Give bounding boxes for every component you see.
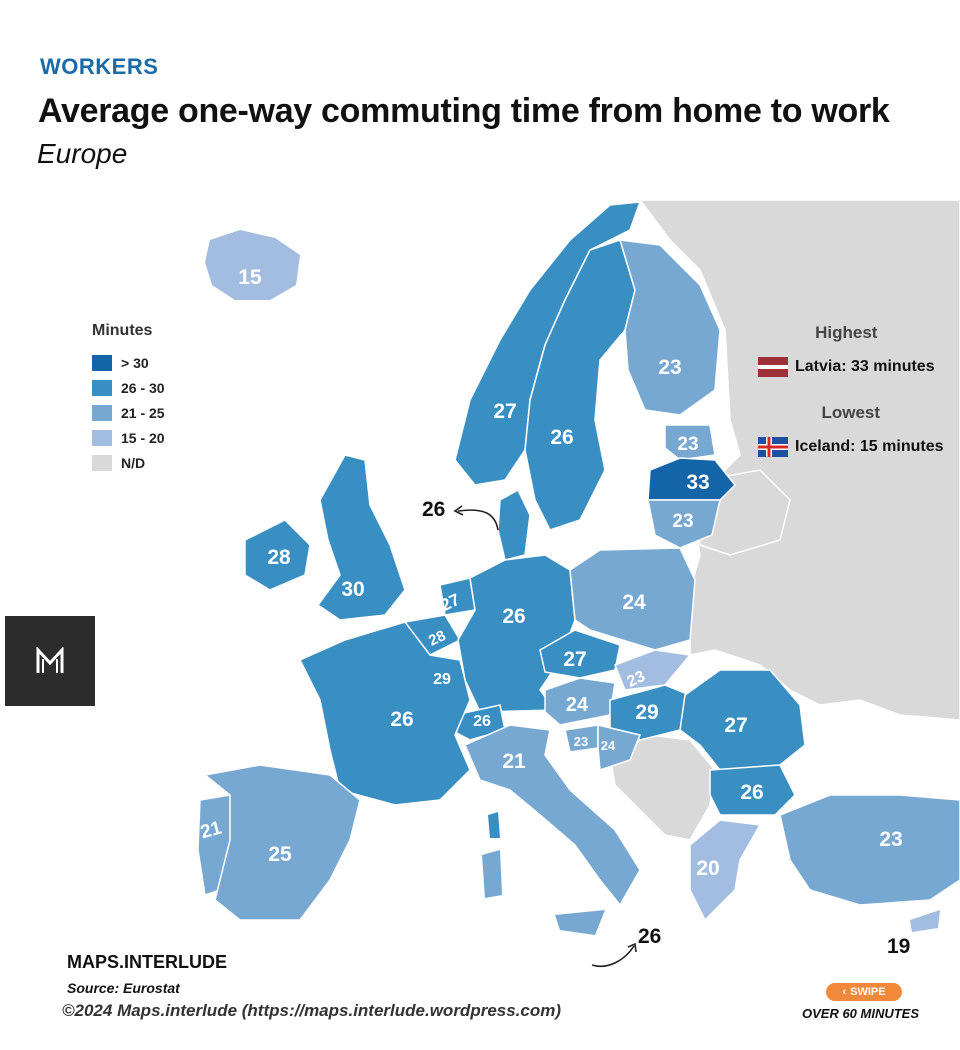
logo-m-icon xyxy=(36,647,64,673)
country-czechia xyxy=(539,629,621,679)
lowest-label: Lowest xyxy=(821,403,881,422)
legend-swatch xyxy=(92,429,112,446)
island-sardinia xyxy=(482,850,502,898)
page-title: Average one-way commuting time from home… xyxy=(38,92,890,130)
country-turkey xyxy=(779,794,960,906)
label-turkey: 23 xyxy=(879,828,902,851)
legend-item-15-20: 15 - 20 xyxy=(92,425,165,450)
country-bulgaria xyxy=(709,764,796,816)
label-czechia: 27 xyxy=(563,648,586,671)
country-romania xyxy=(679,669,806,771)
label-slovakia: 23 xyxy=(625,668,648,691)
country-slovakia xyxy=(614,649,692,691)
swipe-button[interactable]: ‹ SWIPE xyxy=(826,983,902,1001)
page-subtitle: Europe xyxy=(37,138,128,169)
island-corsica xyxy=(488,812,500,838)
swipe-label: SWIPE xyxy=(850,986,886,998)
label-poland: 24 xyxy=(622,591,646,614)
next-slide-label: OVER 60 MINUTES xyxy=(802,1006,920,1021)
kicker: WORKERS xyxy=(40,54,159,79)
label-malta: 26 xyxy=(638,925,662,948)
country-spain xyxy=(203,764,361,921)
legend-item-no-data: N/D xyxy=(92,450,165,475)
country-greece xyxy=(689,819,762,922)
latvia-flag-icon xyxy=(758,357,788,377)
chevron-left-icon: ‹ xyxy=(842,986,847,998)
brand-logo xyxy=(5,616,95,706)
brand-name: MAPS.INTERLUDE xyxy=(67,952,228,972)
country-uk xyxy=(316,454,406,621)
label-belgium: 28 xyxy=(426,627,448,649)
country-cyprus xyxy=(910,910,940,932)
arrow-malta-head xyxy=(627,942,637,953)
label-france: 26 xyxy=(390,708,413,731)
source-note: Source: Eurostat xyxy=(67,980,180,996)
country-croatia xyxy=(597,724,642,772)
legend-item-21-25: 21 - 25 xyxy=(92,400,165,425)
country-estonia xyxy=(664,424,716,461)
legend-swatch xyxy=(92,404,112,421)
country-poland xyxy=(569,547,696,651)
country-italy xyxy=(464,724,641,907)
label-slovenia: 23 xyxy=(574,734,588,749)
label-ireland: 28 xyxy=(267,546,291,569)
country-iceland xyxy=(205,230,300,300)
region-no-data-balkans xyxy=(609,734,716,841)
label-germany: 26 xyxy=(502,605,525,628)
label-austria: 24 xyxy=(566,694,589,716)
legend-label: > 30 xyxy=(121,354,149,371)
legend-item-26-30: 26 - 30 xyxy=(92,375,165,400)
legend-item-over-30: > 30 xyxy=(92,350,165,375)
label-spain: 25 xyxy=(268,843,292,866)
legend-label: 15 - 20 xyxy=(121,429,165,446)
country-lithuania xyxy=(647,499,721,549)
legend-label: 26 - 30 xyxy=(121,379,165,396)
country-ireland xyxy=(244,519,311,591)
highest-value: Latvia: 33 minutes xyxy=(795,358,935,375)
label-denmark: 26 xyxy=(422,498,446,521)
label-cyprus: 19 xyxy=(887,935,911,958)
label-switzerland: 26 xyxy=(473,713,491,730)
country-finland xyxy=(618,239,721,416)
country-denmark xyxy=(497,488,531,561)
lowest-value: Iceland: 15 minutes xyxy=(795,438,944,455)
label-romania: 27 xyxy=(724,714,747,737)
arrow-malta xyxy=(591,945,635,967)
label-uk: 30 xyxy=(341,578,364,601)
label-sweden: 26 xyxy=(550,426,573,449)
label-luxembourg: 29 xyxy=(433,671,451,688)
arrow-denmark-head xyxy=(453,505,464,516)
legend-label: 21 - 25 xyxy=(121,404,165,421)
label-lithuania: 23 xyxy=(672,511,693,532)
legend-title: Minutes xyxy=(92,322,153,339)
arrow-denmark xyxy=(457,509,499,531)
label-finland: 23 xyxy=(658,356,681,379)
europe-map: 15 27 26 23 23 33 23 28 30 27 28 29 26 2… xyxy=(197,199,960,967)
island-sicily xyxy=(555,910,605,935)
country-france xyxy=(298,621,471,806)
label-italy: 21 xyxy=(502,750,526,773)
legend-swatch xyxy=(92,354,112,371)
lowest-callout: Lowest Iceland: 15 minutes xyxy=(758,403,944,457)
label-latvia: 33 xyxy=(686,471,709,494)
label-hungary: 29 xyxy=(635,701,658,724)
label-estonia: 23 xyxy=(677,434,698,455)
highest-callout: Highest Latvia: 33 minutes xyxy=(758,323,935,377)
legend: Minutes > 30 26 - 30 21 - 25 15 - 20 N/D xyxy=(92,322,165,475)
label-iceland: 15 xyxy=(238,266,262,289)
label-greece: 20 xyxy=(696,857,719,880)
label-bulgaria: 26 xyxy=(740,781,763,804)
legend-swatch xyxy=(92,379,112,396)
label-norway: 27 xyxy=(493,400,516,423)
legend-label: N/D xyxy=(121,454,146,471)
iceland-flag-icon xyxy=(758,437,788,457)
label-croatia: 24 xyxy=(601,738,616,753)
copyright-note: ©2024 Maps.interlude (https://maps.inter… xyxy=(62,1001,562,1020)
legend-swatch xyxy=(92,454,112,471)
highest-label: Highest xyxy=(815,323,878,342)
country-sweden xyxy=(524,239,636,531)
country-norway xyxy=(454,201,642,486)
